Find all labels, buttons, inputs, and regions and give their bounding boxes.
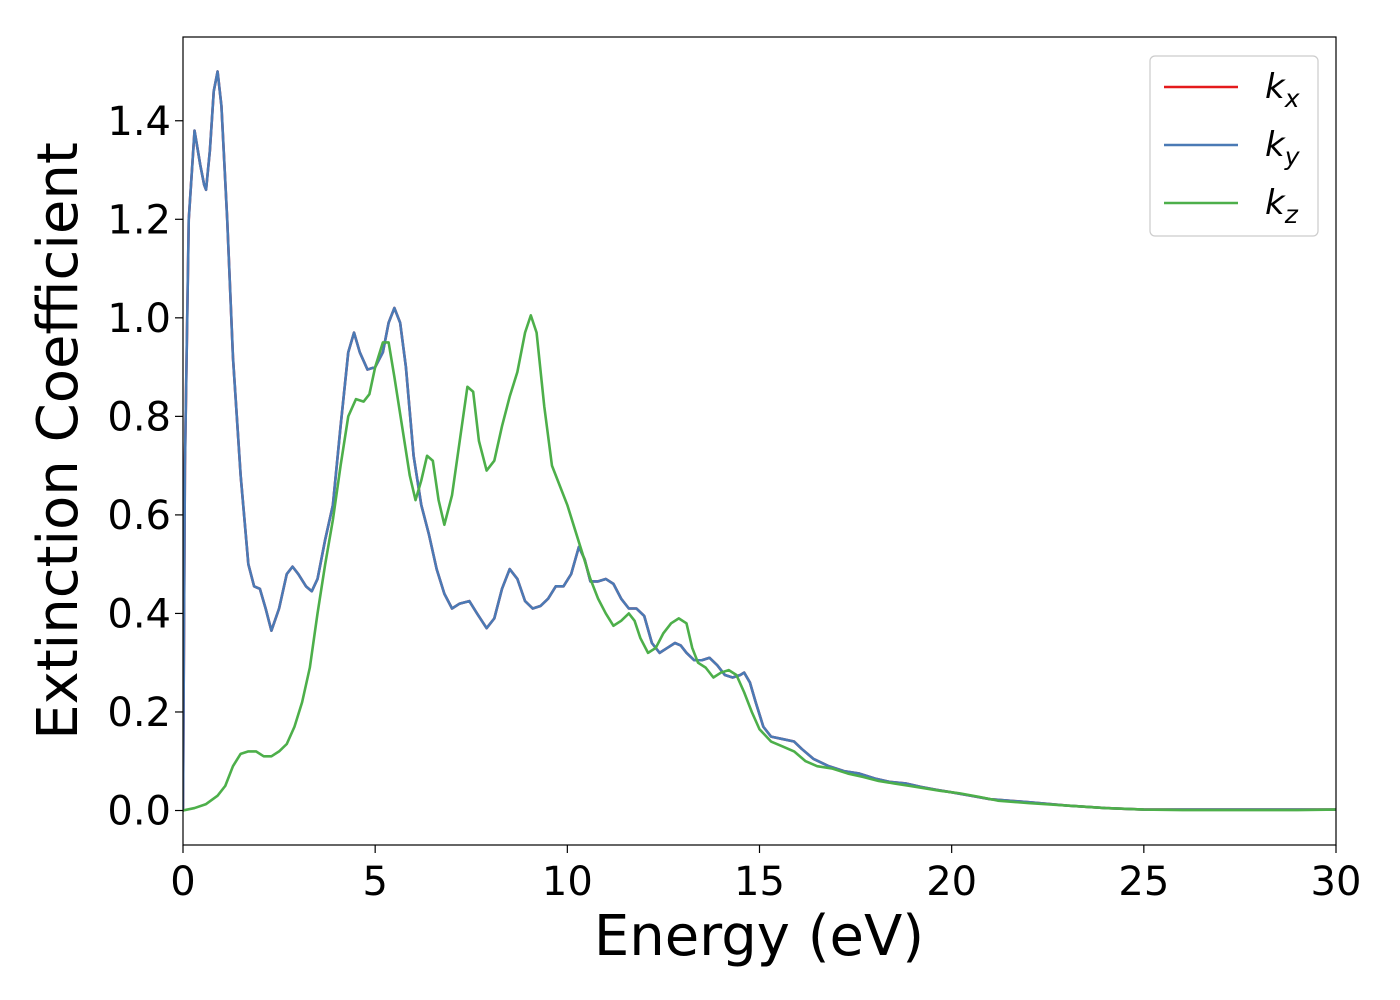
series-layer bbox=[183, 70, 1336, 812]
y-tick-label: 0.2 bbox=[107, 690, 171, 736]
series-line-z bbox=[183, 314, 1336, 812]
y-tick-label: 1.4 bbox=[107, 99, 171, 145]
x-tick-label: 20 bbox=[926, 859, 977, 905]
legend: kx ky kz bbox=[1149, 55, 1319, 237]
y-tick-label: 0.0 bbox=[107, 789, 171, 835]
legend-label-z: kz bbox=[1265, 183, 1299, 229]
legend-label-x: kx bbox=[1265, 67, 1300, 113]
x-tick-label: 10 bbox=[542, 859, 593, 905]
x-tick-label: 5 bbox=[362, 859, 387, 905]
y-axis-label: Extinction Coefficient bbox=[26, 142, 91, 740]
x-axis-ticks: 0 5 10 15 20 25 30 bbox=[170, 845, 1361, 905]
y-tick-label: 0.6 bbox=[107, 493, 171, 539]
x-tick-label: 0 bbox=[170, 859, 195, 905]
y-tick-label: 0.8 bbox=[107, 394, 171, 440]
y-tick-label: 0.4 bbox=[107, 591, 171, 637]
y-tick-label: 1.2 bbox=[107, 197, 171, 243]
x-tick-label: 15 bbox=[734, 859, 785, 905]
x-tick-label: 25 bbox=[1118, 859, 1169, 905]
y-axis-ticks: 0.0 0.2 0.4 0.6 0.8 1.0 1.2 1.4 bbox=[107, 99, 183, 835]
x-tick-label: 30 bbox=[1311, 859, 1362, 905]
y-tick-label: 1.0 bbox=[107, 296, 171, 342]
x-axis-label: Energy (eV) bbox=[594, 904, 924, 969]
legend-label-y: ky bbox=[1265, 125, 1301, 171]
